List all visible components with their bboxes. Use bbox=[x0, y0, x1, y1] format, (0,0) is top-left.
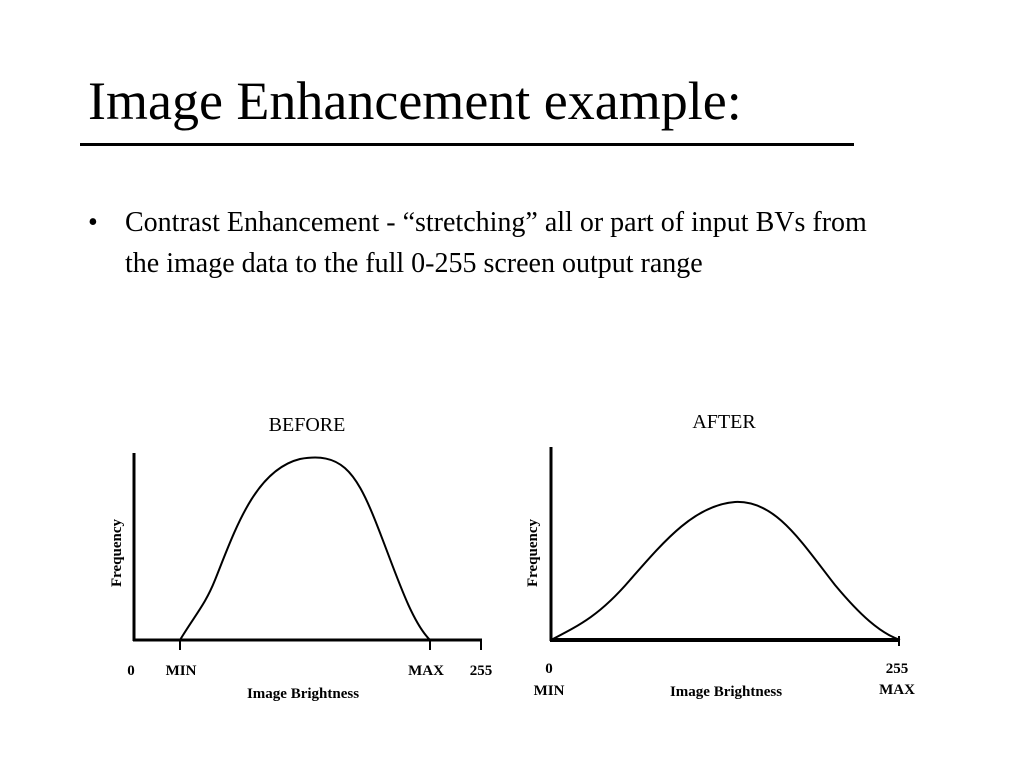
x-label: Image Brightness bbox=[670, 684, 782, 700]
tick-label: MAX bbox=[408, 663, 444, 679]
after-figure bbox=[549, 447, 901, 646]
tick-sublabel: MIN bbox=[534, 683, 565, 699]
bullet-list: Contrast Enhancement - “stretching” all … bbox=[88, 202, 888, 284]
before-figure bbox=[132, 453, 482, 650]
tick-label: 0 bbox=[127, 663, 135, 679]
title-underline bbox=[80, 143, 854, 146]
x-label: Image Brightness bbox=[247, 686, 359, 702]
figure-title: BEFORE bbox=[269, 414, 346, 436]
curve bbox=[179, 456, 431, 641]
tick-label: 0 bbox=[545, 661, 553, 677]
tick-label: 255 bbox=[470, 663, 493, 679]
y-label: Frequency bbox=[525, 518, 541, 587]
bullet: Contrast Enhancement - “stretching” all … bbox=[88, 202, 888, 284]
slide-title: Image Enhancement example: bbox=[88, 71, 742, 131]
tick-label: MIN bbox=[166, 663, 197, 679]
tick-label: 255 bbox=[886, 661, 909, 677]
figure-title: AFTER bbox=[692, 411, 756, 433]
curve bbox=[550, 500, 901, 641]
y-label: Frequency bbox=[109, 518, 125, 587]
tick-sublabel: MAX bbox=[879, 682, 915, 698]
